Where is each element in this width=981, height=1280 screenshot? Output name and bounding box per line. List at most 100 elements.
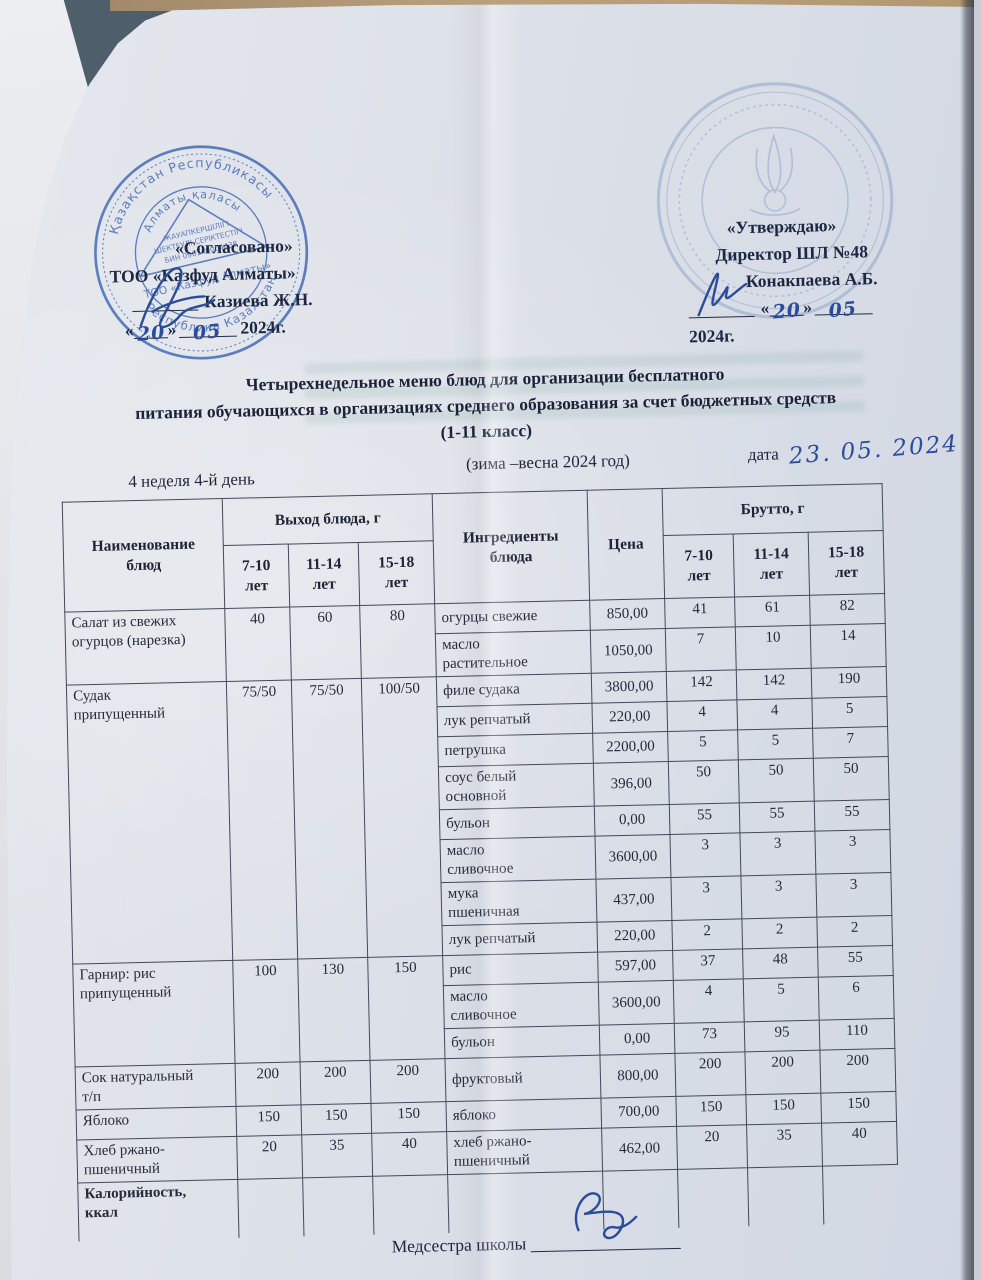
brutto-cell: 50 xyxy=(668,759,740,805)
approval-right-year: 2024г. xyxy=(688,325,735,347)
output-cell: 200 xyxy=(235,1061,301,1107)
brutto-cell: 3 xyxy=(814,829,891,875)
brutto-cell: 10 xyxy=(735,625,812,670)
brutto-cell: 48 xyxy=(742,947,819,979)
brutto-cell xyxy=(747,1166,824,1227)
brutto-cell: 55 xyxy=(817,945,894,978)
footer-line: Медсестра школы xyxy=(392,1192,681,1258)
output-cell: 200 xyxy=(370,1058,446,1104)
brutto-cell: 20 xyxy=(676,1124,748,1170)
brutto-cell: 4 xyxy=(673,978,745,1024)
price-cell: 220,00 xyxy=(591,701,668,734)
brutto-cell: 3 xyxy=(669,832,741,878)
brutto-cell: 55 xyxy=(814,799,890,832)
brutto-cell xyxy=(677,1167,749,1228)
price-cell: 3600,00 xyxy=(594,834,671,880)
output-cell: 75/50 xyxy=(291,678,368,959)
brutto-cell: 82 xyxy=(809,593,886,626)
col-header-age-3: 15-18 лет xyxy=(808,530,885,596)
brutto-cell: 2 xyxy=(671,918,743,951)
brutto-cell: 5 xyxy=(667,729,739,762)
left-signature xyxy=(139,267,216,329)
brutto-cell: 4 xyxy=(666,699,738,732)
brutto-cell: 5 xyxy=(811,696,888,729)
dish-name-cell: Хлеб ржано- пшеничный xyxy=(76,1136,238,1184)
price-cell: 437,00 xyxy=(595,877,672,923)
col-header-output-group: Выход блюда, г xyxy=(222,493,434,546)
right-signature xyxy=(697,272,748,317)
dish-name-cell: Яблоко xyxy=(76,1106,237,1141)
ingredient-cell: бульон xyxy=(444,1025,600,1059)
output-cell: 100/50 xyxy=(361,676,443,958)
dish-name-cell: Салат из свежих огурцов (нарезка) xyxy=(64,608,227,686)
brutto-cell: 150 xyxy=(745,1093,822,1125)
brutto-cell: 7 xyxy=(812,726,889,759)
output-cell: 75/50 xyxy=(226,680,298,961)
date-line: дата 23. 05. 2024 xyxy=(748,431,960,470)
brutto-cell: 55 xyxy=(669,802,740,835)
output-cell: 150 xyxy=(367,955,446,1061)
brutto-cell: 4 xyxy=(736,698,813,730)
price-cell: 597,00 xyxy=(597,950,674,983)
output-cell: 60 xyxy=(289,605,362,681)
ingredient-cell: соус белый основной xyxy=(438,763,595,810)
price-cell: 3800,00 xyxy=(591,671,667,704)
ingredient-cell: масло сливочное xyxy=(440,836,596,883)
price-cell: 2200,00 xyxy=(592,731,669,764)
ingredient-cell: лук репчатый xyxy=(441,922,598,956)
brutto-cell: 55 xyxy=(739,801,815,833)
dish-name-cell: Судак припущенный xyxy=(66,681,233,965)
week-day-label: 4 неделя 4-й день xyxy=(128,469,255,492)
org-stamp: Қазақстан Республикасы Алматы қаласы Рес… xyxy=(94,139,309,360)
brutto-cell: 73 xyxy=(674,1021,745,1054)
price-cell: 220,00 xyxy=(596,920,673,953)
col-header-dish: Наименование блюд xyxy=(62,498,225,613)
ingredient-cell: огурцы свежие xyxy=(434,600,591,634)
col-header-ingredients: Ингредиенты блюда xyxy=(432,490,590,604)
price-cell: 462,00 xyxy=(601,1126,678,1172)
season-label: (зима –весна 2024 год) xyxy=(465,450,631,474)
quote-close: » xyxy=(803,296,813,317)
brutto-cell: 150 xyxy=(675,1094,747,1127)
output-cell: 150 xyxy=(300,1103,372,1135)
price-cell: 700,00 xyxy=(600,1096,677,1129)
brutto-cell: 5 xyxy=(737,728,814,760)
brutto-cell: 6 xyxy=(818,975,895,1021)
brutto-cell: 200 xyxy=(674,1051,746,1097)
ingredient-cell: фруктовый xyxy=(445,1055,601,1102)
ingredient-cell: масло сливочное xyxy=(443,982,600,1029)
output-cell: 40 xyxy=(371,1131,448,1177)
output-cell: 150 xyxy=(370,1101,447,1134)
brutto-cell: 41 xyxy=(664,596,736,629)
output-cell: 80 xyxy=(359,603,437,679)
ingredient-cell: яблоко xyxy=(445,1098,602,1132)
output-cell: 20 xyxy=(236,1134,303,1180)
ingredient-cell: филе судака xyxy=(436,673,592,707)
brutto-cell: 5 xyxy=(743,977,820,1022)
output-cell xyxy=(372,1174,449,1235)
col-header-age-2: 11-14 лет xyxy=(288,542,360,608)
brutto-cell: 142 xyxy=(736,668,812,700)
brutto-cell: 150 xyxy=(820,1091,897,1124)
dish-name-cell: Гарнир: рис припущенный xyxy=(72,960,236,1068)
ingredient-cell: петрушка xyxy=(437,733,594,767)
ingredient-cell: бульон xyxy=(439,806,595,840)
output-cell: 40 xyxy=(224,607,292,682)
ingredient-cell: хлеб ржано- пшеничный xyxy=(446,1128,603,1175)
output-cell: 150 xyxy=(236,1104,302,1137)
brutto-cell: 61 xyxy=(734,595,811,627)
dish-name-cell: Сок натуральный т/п xyxy=(75,1063,237,1111)
ingredient-cell: масло растительное xyxy=(435,630,592,677)
col-header-age-1: 7-10 лет xyxy=(663,533,735,599)
handwritten-day: 20 xyxy=(771,298,802,324)
brutto-cell: 40 xyxy=(821,1121,898,1167)
brutto-cell: 142 xyxy=(666,669,737,702)
approval-left-year: 2024г. xyxy=(240,316,286,338)
col-header-price: Цена xyxy=(587,488,665,601)
brutto-cell: 37 xyxy=(672,948,744,981)
price-cell: 800,00 xyxy=(599,1053,676,1099)
output-cell: 100 xyxy=(232,958,301,1064)
paper-edge-shadow xyxy=(960,0,974,1280)
col-header-age-2: 11-14 лет xyxy=(733,532,810,597)
